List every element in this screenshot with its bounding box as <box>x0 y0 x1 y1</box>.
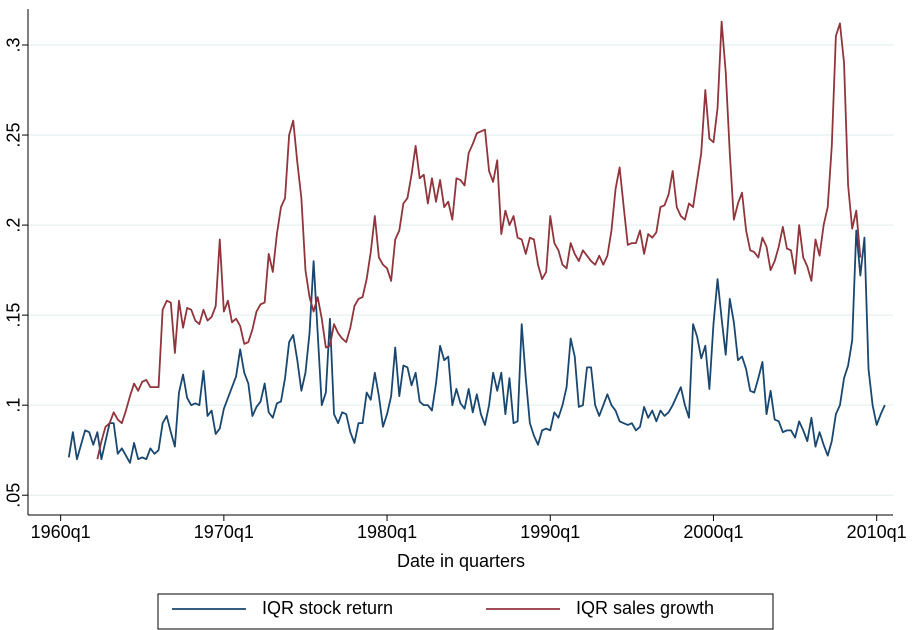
x-tick-label: 1970q1 <box>194 522 254 542</box>
legend-label: IQR stock return <box>262 598 393 618</box>
y-tick-label: .3 <box>4 38 24 53</box>
legend-label: IQR sales growth <box>576 598 714 618</box>
x-tick-label: 2010q1 <box>847 522 907 542</box>
x-tick-label: 1980q1 <box>357 522 417 542</box>
y-tick-label: .2 <box>4 218 24 233</box>
y-tick-label: .15 <box>4 303 24 328</box>
series-line <box>67 229 886 464</box>
x-tick-label: 2000q1 <box>683 522 743 542</box>
y-tick-label: .25 <box>4 123 24 148</box>
x-axis-title: Date in quarters <box>397 551 525 571</box>
y-tick-label: .1 <box>4 398 24 413</box>
x-tick-label: 1990q1 <box>520 522 580 542</box>
x-tick-label: 1960q1 <box>31 522 91 542</box>
series-line <box>96 20 862 460</box>
y-tick-label: .05 <box>4 483 24 508</box>
legend-box <box>157 593 774 630</box>
